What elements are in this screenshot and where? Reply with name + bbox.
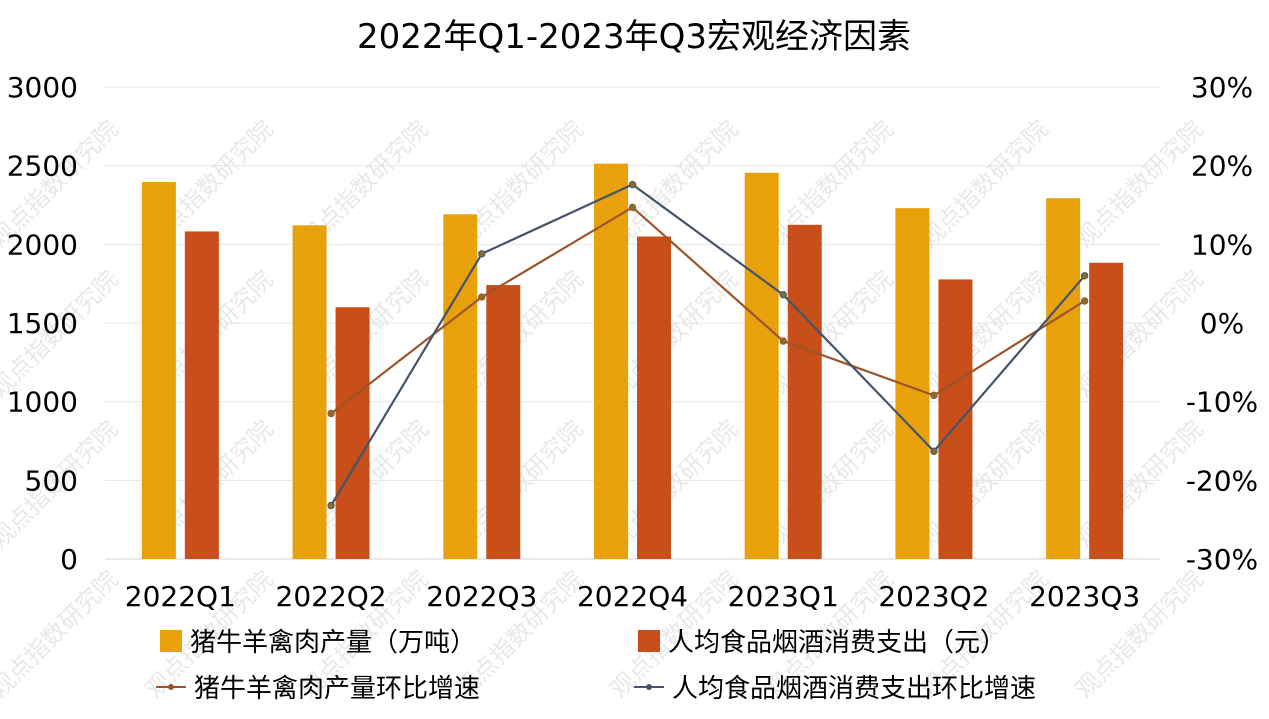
legend-swatch-food-spending — [638, 629, 660, 652]
x-tick-label: 2022Q1 — [125, 580, 236, 613]
legend-swatch-food-growth — [634, 676, 664, 698]
line-point — [779, 290, 787, 299]
watermark-text: 观点指数研究院 — [915, 115, 1054, 254]
series-line — [330, 183, 1086, 507]
bar — [486, 285, 521, 559]
bar — [443, 214, 478, 560]
bar — [184, 231, 219, 559]
bar — [1046, 198, 1081, 559]
bar — [594, 163, 628, 559]
legend-item-meat-output: 猪牛羊禽肉产量（万吨） — [160, 622, 476, 659]
legend-label-food-spending: 人均食品烟酒消费支出（元） — [668, 628, 1007, 658]
line-point — [327, 409, 335, 418]
y-axis-left: 0 500 1000 1500 2000 2500 3000 — [7, 71, 78, 576]
y-right-tick-label: 20% — [1191, 150, 1253, 183]
legend-label-food-growth: 人均食品烟酒消费支出环比增速 — [672, 674, 1037, 704]
y-right-tick-label: 0% — [1200, 307, 1244, 340]
y-right-tick-label: -30% — [1186, 543, 1258, 576]
bar — [787, 224, 822, 559]
series-line — [330, 206, 1086, 415]
bar-series — [141, 163, 1124, 560]
line-point — [1080, 297, 1089, 305]
line-point — [779, 337, 787, 345]
watermark-text: 观点指数研究院 — [1070, 115, 1209, 254]
x-axis: 2022Q1 2022Q2 2022Q3 2022Q4 2023Q1 2023Q2 2023… — [125, 580, 1140, 613]
legend-item-food-growth: 人均食品烟酒消费支出环比增速 — [634, 668, 1036, 705]
y-left-tick-label: 2500 — [7, 150, 78, 183]
line-point — [628, 203, 637, 212]
legend-swatch-meat-output — [160, 629, 182, 652]
line-point — [628, 180, 637, 189]
legend-item-meat-growth: 猪牛羊禽肉产量环比增速 — [156, 668, 480, 705]
y-left-tick-label: 500 — [25, 464, 78, 497]
y-right-tick-label: 10% — [1191, 228, 1253, 261]
x-tick-label: 2022Q4 — [577, 580, 688, 613]
bar — [637, 236, 671, 559]
legend-label-meat-output: 猪牛羊禽肉产量（万吨） — [190, 628, 477, 658]
bar — [744, 172, 779, 559]
bar — [1089, 262, 1124, 559]
bar — [292, 225, 327, 559]
legend-label-meat-growth: 猪牛羊禽肉产量环比增速 — [194, 674, 481, 704]
y-left-tick-label: 3000 — [7, 71, 78, 104]
y-right-tick-label: -20% — [1186, 464, 1258, 497]
bar — [335, 307, 370, 559]
y-left-tick-label: 0 — [60, 543, 78, 576]
x-tick-label: 2023Q2 — [878, 580, 989, 613]
line-series — [327, 180, 1089, 510]
watermark-text: 观点指数研究院 — [760, 415, 899, 554]
bar — [938, 279, 973, 559]
y-axis-right: -30% -20% -10% 0% 10% 20% 30% — [1186, 71, 1258, 576]
watermark-text: 观点指数研究院 — [915, 415, 1054, 554]
y-left-tick-label: 2000 — [7, 228, 78, 261]
line-point — [1080, 272, 1089, 280]
gridlines — [105, 86, 1160, 560]
x-tick-label: 2023Q3 — [1029, 580, 1140, 613]
legend-item-food-spending: 人均食品烟酒消费支出（元） — [638, 622, 1006, 659]
x-tick-label: 2023Q1 — [728, 580, 839, 613]
y-right-tick-label: -10% — [1186, 386, 1258, 419]
y-left-tick-label: 1000 — [7, 386, 78, 419]
legend-swatch-meat-growth — [156, 676, 186, 698]
watermark-text: 观点指数研究院 — [0, 565, 124, 704]
y-right-tick-label: 30% — [1191, 71, 1253, 104]
x-tick-label: 2022Q2 — [276, 580, 387, 613]
bar — [141, 182, 176, 559]
y-left-tick-label: 1500 — [7, 307, 78, 340]
x-tick-label: 2022Q3 — [426, 580, 537, 613]
line-point — [930, 447, 938, 455]
chart-title: 2022年Q1-2023年Q3宏观经济因素 — [357, 17, 911, 57]
line-point — [478, 250, 486, 258]
watermark-text: 观点指数研究院 — [760, 115, 899, 254]
line-point — [930, 391, 938, 400]
watermark-text: 观点指数研究院 — [760, 265, 899, 404]
line-point — [327, 501, 335, 510]
line-point — [478, 293, 486, 301]
